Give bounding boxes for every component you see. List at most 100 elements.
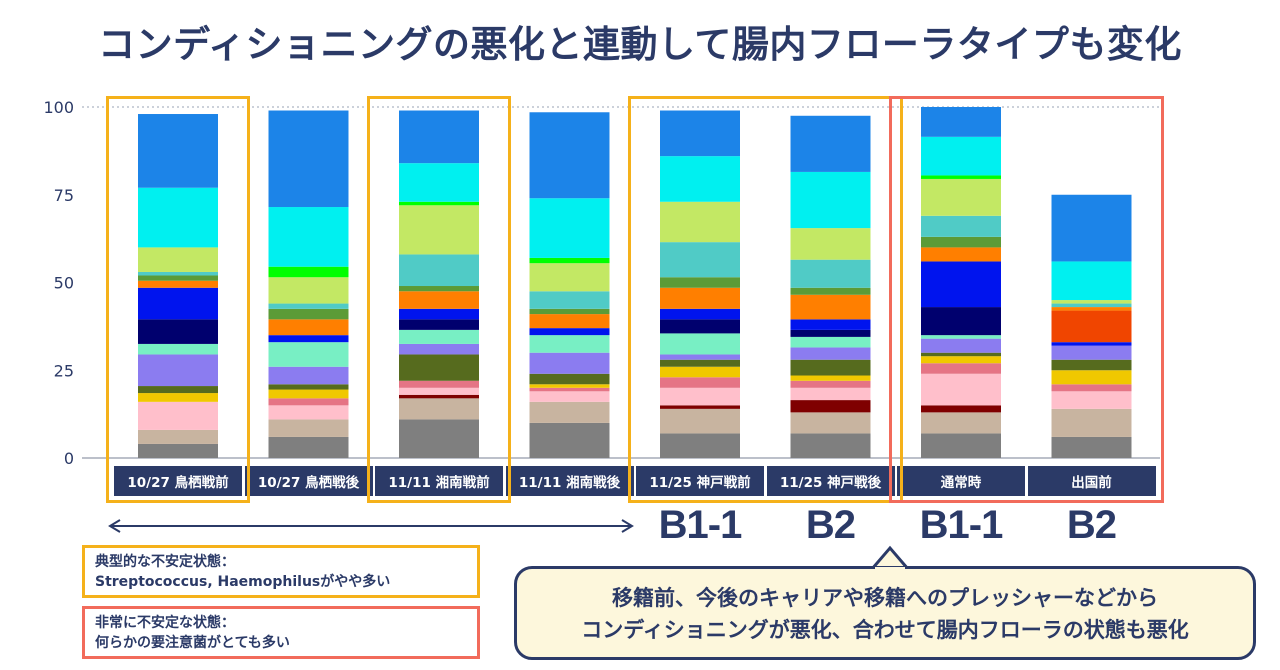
bar-segment	[399, 329, 479, 344]
bar-segment	[268, 110, 349, 208]
bar-segment	[529, 263, 610, 292]
bar-segment	[790, 347, 871, 360]
bar-segment	[529, 112, 610, 199]
bar-segment	[399, 387, 479, 395]
bar-segment	[268, 366, 349, 385]
bar-segment	[790, 375, 871, 381]
bar-segment	[1051, 391, 1132, 409]
legend-orange-line2: Streptococcus, Haemophilusがやや多い	[95, 574, 391, 590]
bar-segment	[529, 257, 610, 264]
bar-segment	[399, 319, 479, 330]
bar-segment	[268, 419, 349, 437]
bar-segment	[790, 319, 871, 330]
bar-segment	[399, 394, 479, 399]
bar-segment	[921, 175, 1001, 179]
bar-segment	[529, 384, 610, 388]
bar-segment	[138, 443, 218, 458]
x-category-label: 通常時	[897, 466, 1025, 496]
bar-segment	[660, 201, 740, 243]
y-tick-label: 75	[54, 186, 74, 205]
bar-segment	[399, 419, 479, 458]
x-category-label: 11/25 神戸戦前	[636, 466, 764, 496]
bar-segment	[399, 254, 479, 287]
flora-type-label: B2	[805, 503, 856, 547]
bar-segment	[790, 400, 871, 413]
x-category-label: 11/11 湘南戦後	[505, 466, 634, 496]
legend-red-line2: 何らかの要注意菌がとても多い	[95, 635, 290, 651]
bar-segment	[790, 380, 871, 388]
x-category-label: 11/25 神戸戦後	[766, 466, 895, 496]
y-tick-label: 50	[54, 274, 74, 293]
bar-segment	[1051, 384, 1132, 392]
bar-segment	[921, 373, 1001, 406]
bar-segment	[790, 287, 871, 295]
bar-segment	[529, 335, 610, 353]
bar-segment	[1051, 300, 1132, 304]
bar-segment	[921, 236, 1001, 248]
bar-segment	[790, 387, 871, 401]
legend-red-line1: 非常に不安定な状態：	[95, 615, 235, 631]
bar-segment	[138, 287, 218, 320]
bar-segment	[138, 247, 218, 272]
bar-segment	[660, 366, 740, 378]
bar-segment	[138, 343, 218, 355]
bar-segment	[1051, 261, 1132, 301]
bar-segment	[660, 354, 740, 360]
bar-segment	[921, 247, 1001, 262]
bars	[138, 107, 1132, 458]
bar-segment	[268, 319, 349, 336]
bar-segment	[138, 401, 218, 430]
bar-segment	[268, 335, 349, 343]
bar-segment	[921, 356, 1001, 364]
bar-segment	[790, 359, 871, 376]
bar-segment	[529, 387, 610, 392]
bar-segment	[660, 405, 740, 409]
bar-segment	[138, 114, 218, 188]
legend-orange-line1: 典型的な不安定状態：	[95, 554, 235, 570]
period-arrow-head-right	[621, 519, 634, 533]
bar-segment	[660, 377, 740, 388]
highlight-box	[106, 96, 250, 503]
legend-unstable-typical: 典型的な不安定状態： Streptococcus, Haemophilusがやや…	[82, 545, 480, 598]
bar-segment	[138, 187, 218, 248]
bar-segment	[529, 352, 610, 374]
bar-segment	[268, 384, 349, 390]
y-tick-label: 100	[43, 98, 74, 117]
x-category-label: 10/27 鳥栖戦前	[114, 466, 242, 496]
bar-segment	[921, 363, 1001, 374]
bar-segment	[268, 308, 349, 320]
highlight-box	[367, 96, 511, 503]
bar-segment	[399, 291, 479, 309]
bar-segment	[268, 266, 349, 278]
bar-segment	[529, 308, 610, 315]
bar-segment	[921, 433, 1001, 458]
bar-segment	[660, 333, 740, 355]
bar-segment	[1051, 303, 1132, 308]
bar-segment	[790, 294, 871, 320]
bar-segment	[529, 401, 610, 423]
bar-segment	[660, 433, 740, 458]
bar-segment	[529, 391, 610, 402]
bar-segment	[138, 319, 218, 344]
bar-segment	[921, 405, 1001, 413]
bar-segment	[790, 115, 871, 172]
callout-line2: コンディショニングが悪化、合わせて腸内フローラの状態も悪化	[581, 618, 1189, 642]
bar-segment	[660, 319, 740, 334]
bar-segment	[529, 314, 610, 329]
bar-segment	[921, 335, 1001, 339]
bar-segment	[790, 259, 871, 288]
bar-segment	[660, 110, 740, 157]
bar-segment	[399, 308, 479, 320]
bar-segment	[268, 303, 349, 309]
bar-segment	[138, 280, 218, 288]
bar-segment	[529, 328, 610, 336]
bar-segment	[660, 387, 740, 406]
bar-segment	[1051, 307, 1132, 311]
bar-segment	[399, 343, 479, 355]
highlight-box	[628, 96, 903, 503]
bar-segment	[1051, 194, 1132, 262]
y-tick-label: 25	[54, 361, 74, 380]
bar-segment	[1051, 345, 1132, 360]
callout-box: 移籍前、今後のキャリアや移籍へのプレッシャーなどから コンディショニングが悪化、…	[514, 566, 1256, 660]
